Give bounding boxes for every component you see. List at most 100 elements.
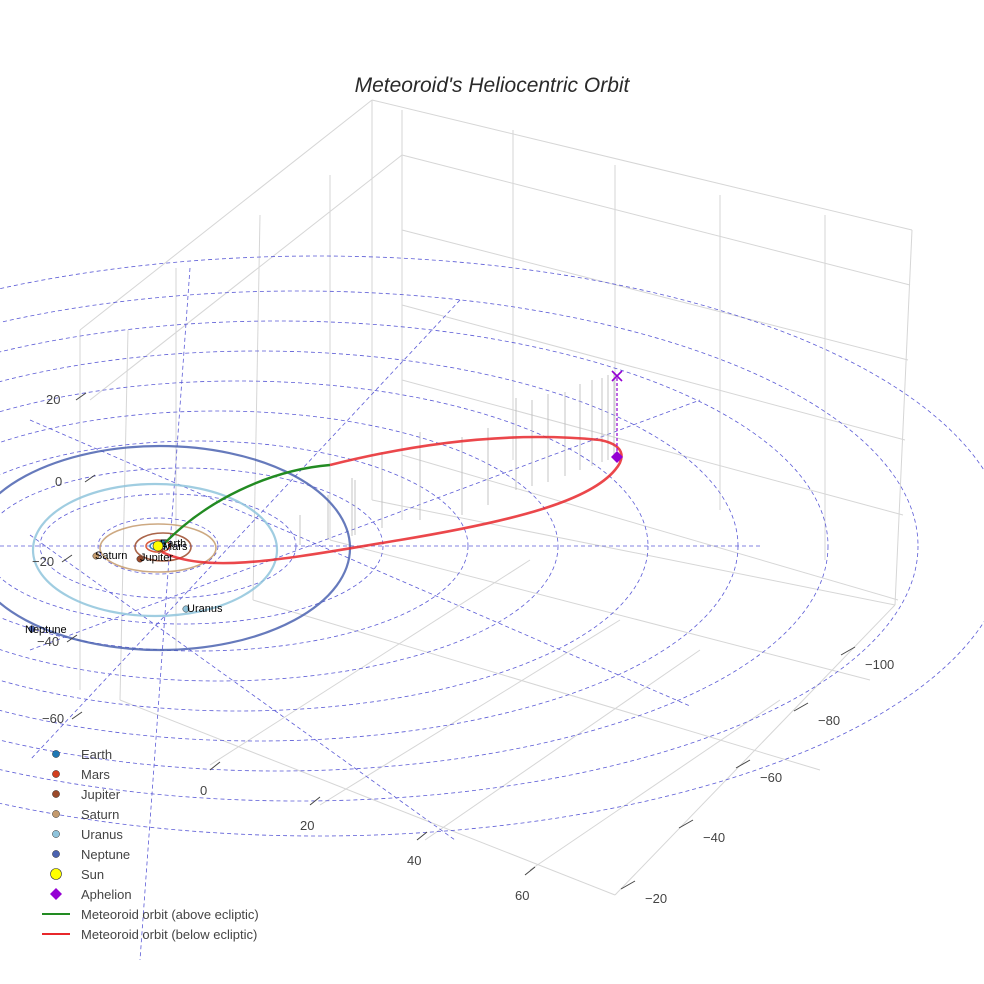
planet-neptune [28, 625, 36, 633]
x-tick-mark [735, 759, 751, 769]
orbit-uranus [31, 482, 279, 618]
legend-dot [52, 850, 60, 858]
legend-label: Meteoroid orbit (above ecliptic) [81, 906, 259, 922]
grid-line [401, 304, 906, 441]
grid-line [401, 379, 904, 516]
legend-symbol [52, 790, 60, 798]
orbit-jupiter [134, 532, 192, 562]
legend-item-uranus[interactable]: Uranus [38, 824, 259, 844]
grid-line [252, 599, 821, 771]
planet-label-jupiter: Jupiter [140, 552, 173, 564]
legend-label: Mars [81, 766, 110, 782]
projection-drop-lines [299, 372, 615, 545]
grid-line [424, 649, 701, 841]
legend-item-neptune[interactable]: Neptune [38, 844, 259, 864]
grid-line [529, 699, 781, 871]
legend-label: Saturn [81, 806, 120, 822]
grid-line [79, 99, 373, 331]
grid-line [252, 214, 261, 601]
orbit-saturn [99, 523, 217, 573]
legend-label: Sun [81, 866, 105, 882]
legend-symbol [50, 868, 62, 880]
grid-line [401, 454, 899, 601]
legend-dot [52, 790, 60, 798]
grid-line [119, 699, 616, 896]
legend-dot [52, 750, 60, 758]
grid-line [371, 99, 913, 231]
legend-item-sun[interactable]: Sun [38, 864, 259, 884]
legend-label: Uranus [81, 826, 123, 842]
aphelion-marker [611, 451, 623, 463]
meteoroid-orbit-above [159, 463, 331, 549]
legend-symbol [52, 750, 60, 758]
sun-marker [152, 540, 164, 552]
grid-line [371, 499, 896, 606]
z-tick-label: 20 [46, 392, 60, 407]
grid-line [89, 154, 403, 401]
orbit-mars [145, 539, 171, 553]
planet-label-saturn: Saturn [95, 550, 127, 562]
y-tick-label: 60 [515, 888, 529, 903]
x-tick-label: −60 [760, 770, 782, 785]
x-tick-mark [620, 880, 636, 890]
ecliptic-ring [0, 440, 469, 652]
chart-title: Meteoroid's Heliocentric Orbit [354, 74, 630, 97]
legend-dot [52, 810, 60, 818]
x-tick-mark [793, 702, 809, 712]
y-tick-mark [416, 831, 428, 841]
legend-diamond [50, 888, 62, 900]
x-tick-label: −80 [818, 713, 840, 728]
legend-dot [50, 868, 62, 880]
legend-item-jupiter[interactable]: Jupiter [38, 784, 259, 804]
legend-item-saturn[interactable]: Saturn [38, 804, 259, 824]
y-tick-mark [209, 761, 221, 771]
legend-dot [52, 830, 60, 838]
legend-dot [52, 770, 60, 778]
legend-symbol [52, 810, 60, 818]
planet-saturn [92, 552, 100, 560]
grid-line [401, 154, 911, 286]
legend-item-mars[interactable]: Mars [38, 764, 259, 784]
legend-item-aphelion[interactable]: Aphelion [38, 884, 259, 904]
grid-line [401, 229, 909, 361]
legend-symbol [52, 830, 60, 838]
legend-symbol [42, 933, 70, 935]
x-tick-label: −40 [703, 830, 725, 845]
legend-symbol [52, 770, 60, 778]
z-tick-mark [66, 634, 78, 643]
z-tick-mark [71, 711, 83, 720]
legend-item-meteoroid-orbit-above-ecliptic-[interactable]: Meteoroid orbit (above ecliptic) [38, 904, 259, 924]
legend-label: Earth [81, 746, 113, 762]
ecliptic-ring [0, 410, 559, 682]
legend-item-earth[interactable]: Earth [38, 744, 259, 764]
x-tick-label: −100 [865, 657, 894, 672]
grid-line [319, 619, 621, 806]
ecliptic-radial [29, 419, 691, 707]
z-tick-label: −60 [42, 711, 64, 726]
y-tick-mark [309, 796, 321, 806]
z-tick-mark [84, 474, 96, 483]
z-tick-mark [75, 392, 87, 401]
ecliptic-ring [0, 320, 829, 772]
y-tick-label: 0 [200, 783, 207, 798]
x-tick-mark [678, 819, 694, 829]
grid-line [329, 539, 871, 681]
x-tick-mark [840, 646, 856, 656]
axis-ticks: −100 −80 −60 −40 −20 0 20 40 60 20 0 −20 −40 −60 [32, 392, 894, 906]
planet-label-neptune: Neptune [25, 624, 67, 636]
aphelion-projection-marker [611, 370, 623, 382]
planet-uranus [182, 605, 190, 613]
legend-item-meteoroid-orbit-below-ecliptic-[interactable]: Meteoroid orbit (below ecliptic) [38, 924, 259, 944]
y-tick-mark [524, 866, 536, 876]
grid-line [614, 604, 896, 896]
grid-line [209, 559, 531, 766]
z-tick-label: 0 [55, 474, 62, 489]
ecliptic-grid [0, 255, 984, 961]
grid-line [119, 329, 129, 701]
legend-symbol [50, 888, 62, 900]
legend-label: Neptune [81, 846, 131, 862]
legend-label: Meteoroid orbit (below ecliptic) [81, 926, 258, 942]
z-tick-label: −40 [37, 634, 59, 649]
